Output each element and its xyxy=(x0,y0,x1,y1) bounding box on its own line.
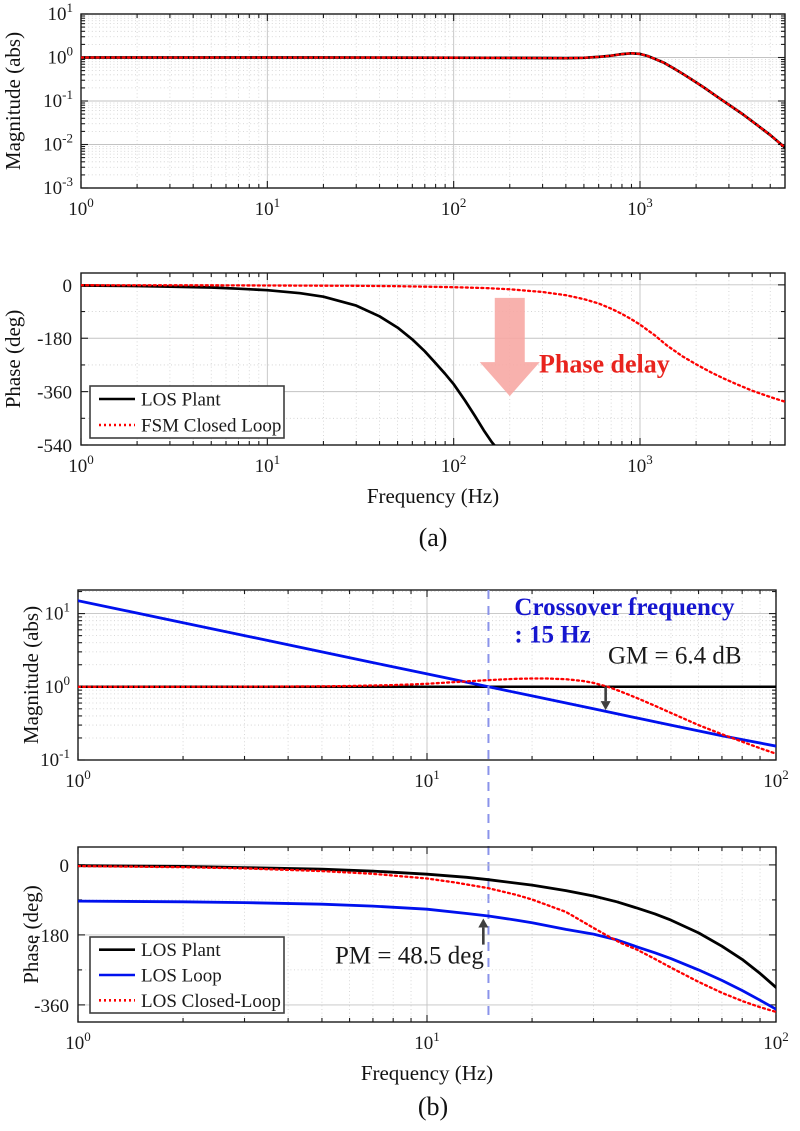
phase-delay-block-arrow xyxy=(479,297,540,397)
subfigure-a-caption: (a) xyxy=(418,523,448,552)
y-tick-label: -360 xyxy=(34,996,69,1017)
annotation-arrow-head xyxy=(478,918,489,928)
y-tick-label: 10-1 xyxy=(40,746,70,771)
annotation-text-phase-delay: Phase delay xyxy=(539,349,670,378)
axis-labels-b-phase: 100 101 102 0 -180 -360 Phase (deg) Frequency (… xyxy=(19,856,789,1085)
grid-a-magnitude xyxy=(81,14,785,188)
x-tick-label: 100 xyxy=(65,1029,91,1054)
grid-b-phase xyxy=(78,847,776,1022)
chart-a-phase: 100 101 102 103 0 -180 -360 -540 Phase (deg) Freq… xyxy=(1,272,786,508)
annotations-b-magnitude: Crossover frequency: 15 Hz GM = 6.4 dB xyxy=(487,590,742,1022)
legend-a-phase: LOS Plant FSM Closed Loop xyxy=(89,385,285,439)
x-tick-label: 102 xyxy=(441,195,467,220)
annotations-b-phase: PM = 48.5 deg xyxy=(335,918,489,969)
series-b-phase xyxy=(78,864,776,1014)
annotations-a-phase: Phase delay xyxy=(479,297,670,397)
y-tick-label: 10-2 xyxy=(43,131,73,156)
y-axis-title: Phase (deg) xyxy=(19,885,43,984)
annotation-text-pm-48-5-deg: PM = 48.5 deg xyxy=(335,942,484,969)
y-axis-title: Magnitude (abs) xyxy=(1,32,25,170)
y-tick-label: 0 xyxy=(63,276,73,297)
x-axis-title: Frequency (Hz) xyxy=(361,1061,493,1085)
ticks-b-phase xyxy=(77,846,777,1023)
series-line-los-plant xyxy=(78,864,776,989)
legend-label-fsm-closed-loop: FSM Closed Loop xyxy=(141,416,281,437)
axes-box xyxy=(80,272,786,446)
y-tick-label: 101 xyxy=(48,0,74,25)
x-tick-label: 102 xyxy=(441,452,467,477)
legend-label-los-closed-loop: LOS Closed-Loop xyxy=(141,991,281,1012)
series-line-los-plant xyxy=(81,284,496,445)
x-tick-label: 101 xyxy=(414,1029,440,1054)
y-tick-label: -360 xyxy=(37,383,72,404)
ticks-a-phase xyxy=(80,272,786,446)
y-tick-label: 0 xyxy=(60,856,70,877)
x-tick-label: 100 xyxy=(68,452,94,477)
annotation-text--15-hz: : 15 Hz xyxy=(514,621,590,648)
series-line-los-loop xyxy=(78,899,776,1011)
axis-labels-a-phase: 100 101 102 103 0 -180 -360 -540 Phase (deg) Freq… xyxy=(1,276,653,508)
y-tick-label: 100 xyxy=(48,44,74,69)
annotation-text-crossover-frequency: Crossover frequency xyxy=(514,594,735,621)
series-line-fsm-closed-loop xyxy=(81,284,785,403)
legend-label-los-plant: LOS Plant xyxy=(141,390,221,411)
axis-labels-a-magnitude: 100 101 102 103 101 100 10-1 10-2 10-3 Magnitude … xyxy=(1,0,653,220)
legend-label-los-loop: LOS Loop xyxy=(141,966,222,987)
annotation-arrow-head xyxy=(600,701,611,711)
series-line-fsm-closed-loop xyxy=(81,52,785,149)
ticks-b-magnitude xyxy=(77,589,777,761)
x-tick-label: 103 xyxy=(627,195,653,220)
annotation-text-gm-6-4-db: GM = 6.4 dB xyxy=(608,643,742,670)
chart-b-phase: 100 101 102 0 -180 -360 Phase (deg) Frequency (… xyxy=(19,846,789,1085)
subfigure-b-caption: (b) xyxy=(417,1092,449,1121)
y-tick-label: 101 xyxy=(45,600,71,625)
x-axis-title: Frequency (Hz) xyxy=(367,484,499,508)
legend-label-los-plant: LOS Plant xyxy=(141,940,221,961)
y-tick-label: 100 xyxy=(45,673,71,698)
x-tick-label: 100 xyxy=(65,767,91,792)
x-tick-label: 102 xyxy=(763,767,789,792)
chart-a-magnitude: 100 101 102 103 101 100 10-1 10-2 10-3 Magnitude … xyxy=(1,0,786,220)
y-axis-title: Magnitude (abs) xyxy=(19,606,43,744)
y-tick-label: -180 xyxy=(34,926,69,947)
series-a-phase xyxy=(81,284,785,445)
x-tick-label: 101 xyxy=(255,195,281,220)
x-tick-label: 100 xyxy=(68,195,94,220)
ticks-a-magnitude xyxy=(80,13,786,189)
x-tick-label: 101 xyxy=(414,767,440,792)
y-tick-label: -540 xyxy=(37,436,72,457)
y-tick-label: -180 xyxy=(37,329,72,350)
y-axis-title: Phase (deg) xyxy=(1,310,25,409)
legend-b-phase: LOS Plant LOS Loop LOS Closed-Loop xyxy=(89,936,285,1014)
y-tick-label: 10-1 xyxy=(43,87,73,112)
x-tick-label: 102 xyxy=(763,1029,789,1054)
series-line-los-closed-loop xyxy=(78,677,776,755)
x-tick-label: 101 xyxy=(255,452,281,477)
x-tick-label: 103 xyxy=(627,452,653,477)
series-line-los-closed-loop xyxy=(78,864,776,1014)
y-tick-label: 10-3 xyxy=(43,174,73,199)
series-a-magnitude xyxy=(81,51,785,149)
legend-box xyxy=(89,385,285,439)
